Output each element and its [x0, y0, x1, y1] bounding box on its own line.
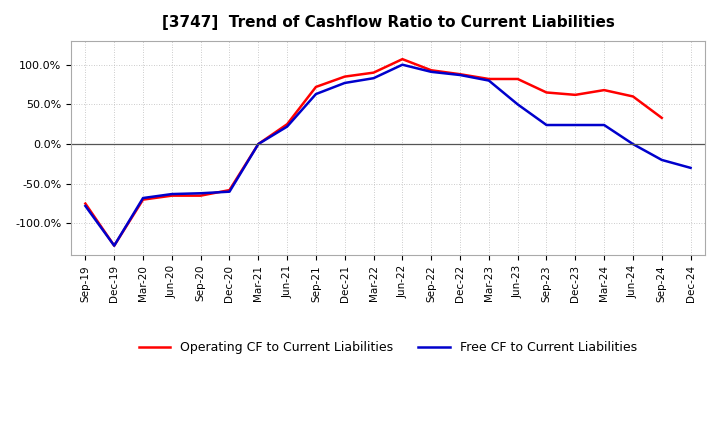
Free CF to Current Liabilities: [398, 62, 407, 67]
Operating CF to Current Liabilities: [312, 84, 320, 90]
Operating CF to Current Liabilities: [571, 92, 580, 98]
Operating CF to Current Liabilities: [600, 88, 608, 93]
Free CF to Current Liabilities: [571, 122, 580, 128]
Operating CF to Current Liabilities: [197, 193, 205, 198]
Operating CF to Current Liabilities: [542, 90, 551, 95]
Free CF to Current Liabilities: [513, 102, 522, 107]
Free CF to Current Liabilities: [81, 203, 90, 209]
Operating CF to Current Liabilities: [485, 77, 493, 82]
Free CF to Current Liabilities: [225, 189, 234, 194]
Free CF to Current Liabilities: [369, 76, 378, 81]
Operating CF to Current Liabilities: [81, 201, 90, 206]
Operating CF to Current Liabilities: [225, 187, 234, 193]
Operating CF to Current Liabilities: [456, 72, 464, 77]
Free CF to Current Liabilities: [657, 157, 666, 162]
Operating CF to Current Liabilities: [657, 115, 666, 121]
Operating CF to Current Liabilities: [369, 70, 378, 75]
Title: [3747]  Trend of Cashflow Ratio to Current Liabilities: [3747] Trend of Cashflow Ratio to Curren…: [161, 15, 614, 30]
Operating CF to Current Liabilities: [513, 77, 522, 82]
Operating CF to Current Liabilities: [254, 141, 263, 147]
Free CF to Current Liabilities: [427, 69, 436, 74]
Legend: Operating CF to Current Liabilities, Free CF to Current Liabilities: Operating CF to Current Liabilities, Fre…: [134, 337, 642, 359]
Operating CF to Current Liabilities: [427, 68, 436, 73]
Free CF to Current Liabilities: [197, 191, 205, 196]
Operating CF to Current Liabilities: [168, 193, 176, 198]
Line: Operating CF to Current Liabilities: Operating CF to Current Liabilities: [86, 59, 662, 246]
Free CF to Current Liabilities: [341, 81, 349, 86]
Free CF to Current Liabilities: [686, 165, 695, 171]
Operating CF to Current Liabilities: [139, 197, 148, 202]
Operating CF to Current Liabilities: [283, 121, 292, 127]
Free CF to Current Liabilities: [168, 191, 176, 197]
Free CF to Current Liabilities: [139, 195, 148, 201]
Line: Free CF to Current Liabilities: Free CF to Current Liabilities: [86, 65, 690, 246]
Free CF to Current Liabilities: [485, 78, 493, 83]
Free CF to Current Liabilities: [110, 243, 119, 248]
Free CF to Current Liabilities: [254, 141, 263, 147]
Free CF to Current Liabilities: [283, 124, 292, 129]
Free CF to Current Liabilities: [600, 122, 608, 128]
Operating CF to Current Liabilities: [110, 243, 119, 248]
Free CF to Current Liabilities: [456, 72, 464, 77]
Operating CF to Current Liabilities: [398, 56, 407, 62]
Operating CF to Current Liabilities: [629, 94, 637, 99]
Free CF to Current Liabilities: [629, 141, 637, 147]
Free CF to Current Liabilities: [542, 122, 551, 128]
Free CF to Current Liabilities: [312, 92, 320, 97]
Operating CF to Current Liabilities: [341, 74, 349, 79]
